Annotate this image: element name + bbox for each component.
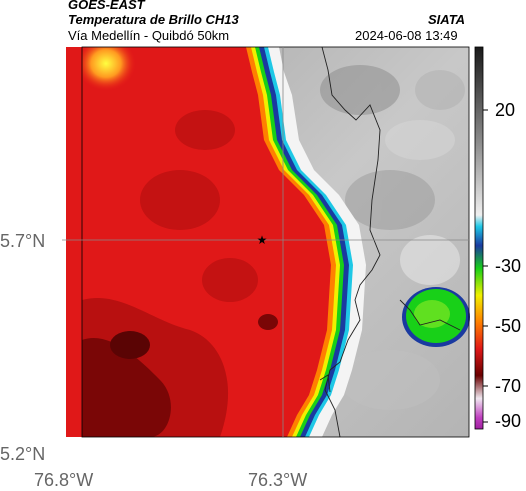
colorbar-label-minus50: -50 [495,316,522,336]
agency-label: SIATA [428,12,466,27]
cloud-texture [320,65,465,410]
route-subtitle: Vía Medellín - Quibdó 50km [68,28,230,43]
lat-tick-2: 5.2°N [0,444,46,464]
colorbar-label-minus70: -70 [495,376,522,396]
coastline [319,46,461,438]
map-frame [81,46,470,438]
satellite-label: GOES-EAST [68,0,145,12]
colorbar-label-minus30: -30 [495,256,522,276]
location-marker-star-icon: ★ [257,233,268,247]
warm-spot [82,47,202,157]
colorbar [474,46,484,430]
product-title: Temperatura de Brillo CH13 [68,12,239,27]
lat-tick-1: 5.7°N [0,231,46,251]
dark-core [82,110,278,437]
lon-tick-1: 76.8°W [34,470,94,490]
isolated-cell [402,287,470,347]
datetime-label: 2024-06-08 13:49 [355,28,458,43]
colorbar-ticks [483,109,488,423]
colorbar-label-20: 20 [495,100,516,120]
lon-tick-2: 76.3°W [248,470,308,490]
colorbar-label-minus90: -90 [495,411,522,431]
